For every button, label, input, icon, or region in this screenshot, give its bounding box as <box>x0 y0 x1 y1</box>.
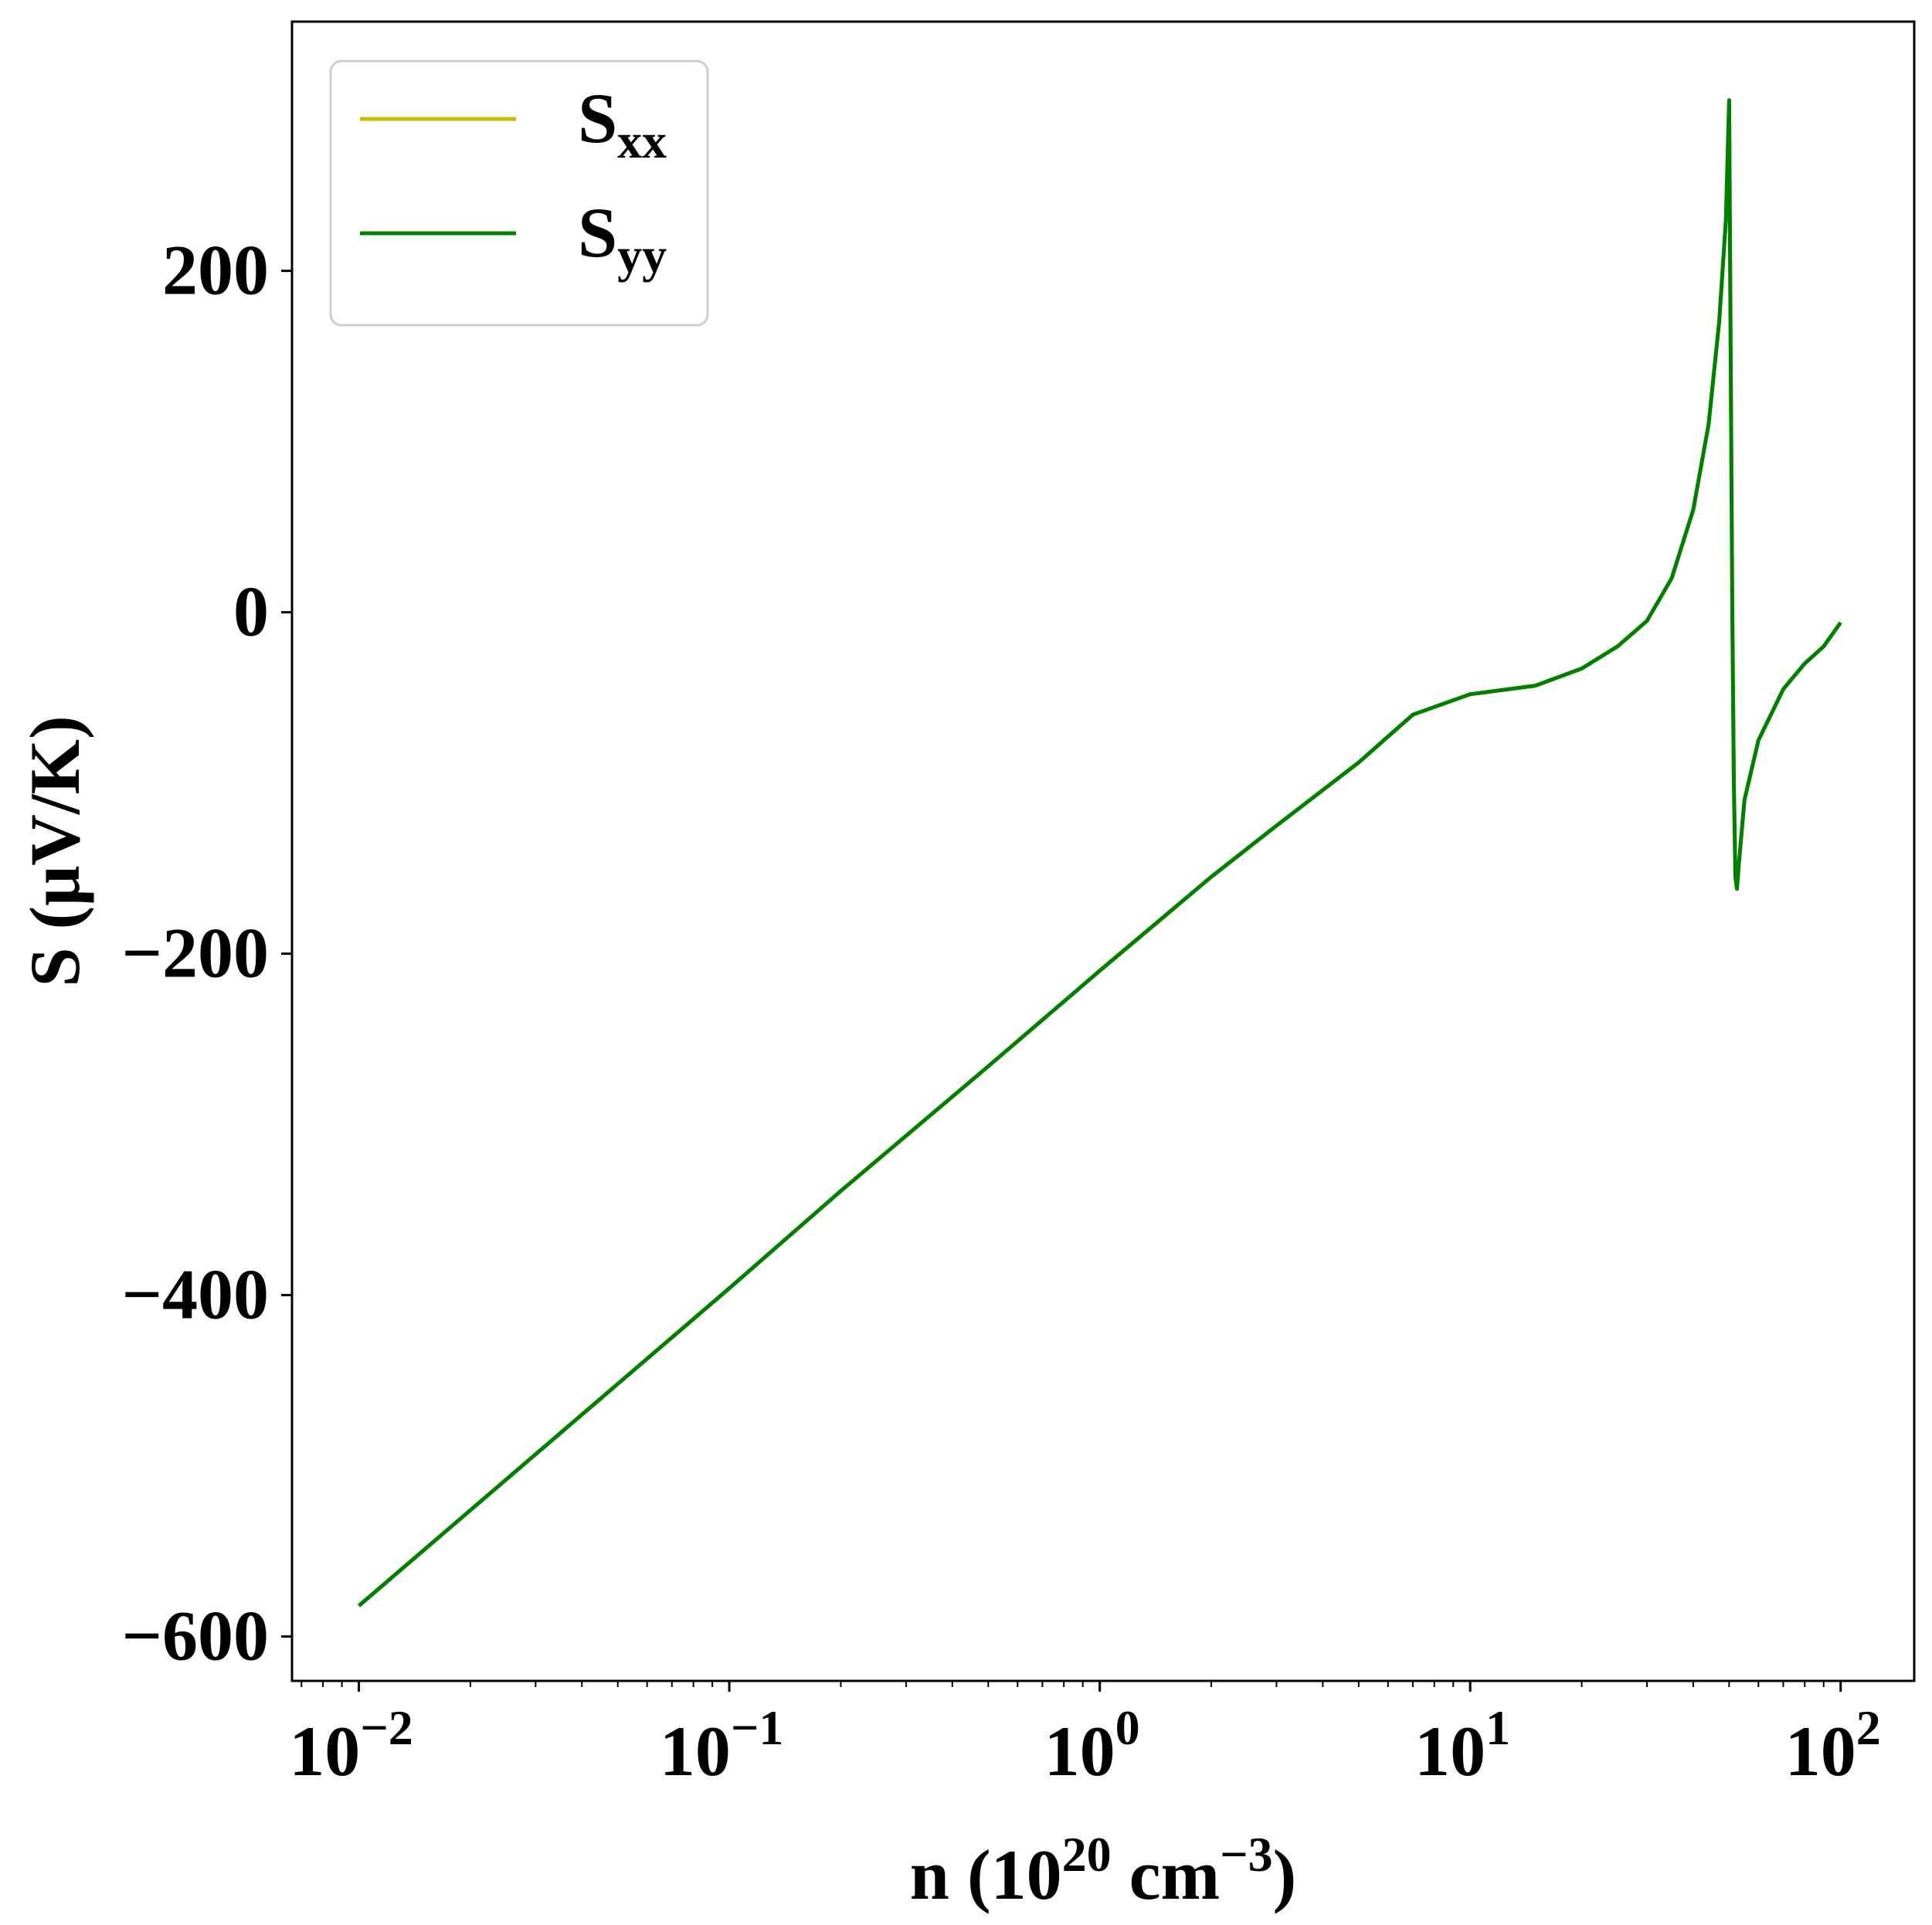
legend: Sxx Syy <box>329 59 709 327</box>
x-axis-label-end: ) <box>1273 1835 1297 1914</box>
x-axis-label-main: n (10 <box>910 1835 1062 1914</box>
x-axis-label-mid: cm <box>1112 1835 1220 1914</box>
x-axis-label: n (1020 cm−3) <box>910 1827 1296 1914</box>
x-axis-label-exp2: −3 <box>1220 1827 1272 1882</box>
legend-label-sxx: Sxx <box>578 79 667 168</box>
x-axis-label-exp1: 20 <box>1062 1827 1112 1882</box>
y-axis-label: S (μV/K) <box>15 715 94 986</box>
x-tick-label: 10−2 <box>289 1700 413 1791</box>
legend-box <box>329 59 709 327</box>
y-tick-label: 200 <box>162 231 269 310</box>
y-tick-label: 0 <box>233 572 269 651</box>
y-tick-label: −200 <box>122 914 269 993</box>
x-tick-label: 102 <box>1785 1700 1881 1791</box>
x-axis-ticks: 10−2 10−1 100 101 102 <box>289 1681 1881 1791</box>
x-tick-label: 100 <box>1044 1700 1140 1791</box>
y-tick-label: −400 <box>122 1255 269 1334</box>
x-tick-label: 101 <box>1414 1700 1510 1791</box>
y-axis-ticks: 200 0 −200 −400 −600 <box>122 231 292 1675</box>
legend-label-syy: Syy <box>578 193 667 283</box>
x-tick-label: 10−1 <box>660 1700 783 1791</box>
series-layer <box>357 98 1842 1608</box>
y-tick-label: −600 <box>122 1597 269 1675</box>
series-line-syy <box>357 98 1842 1608</box>
